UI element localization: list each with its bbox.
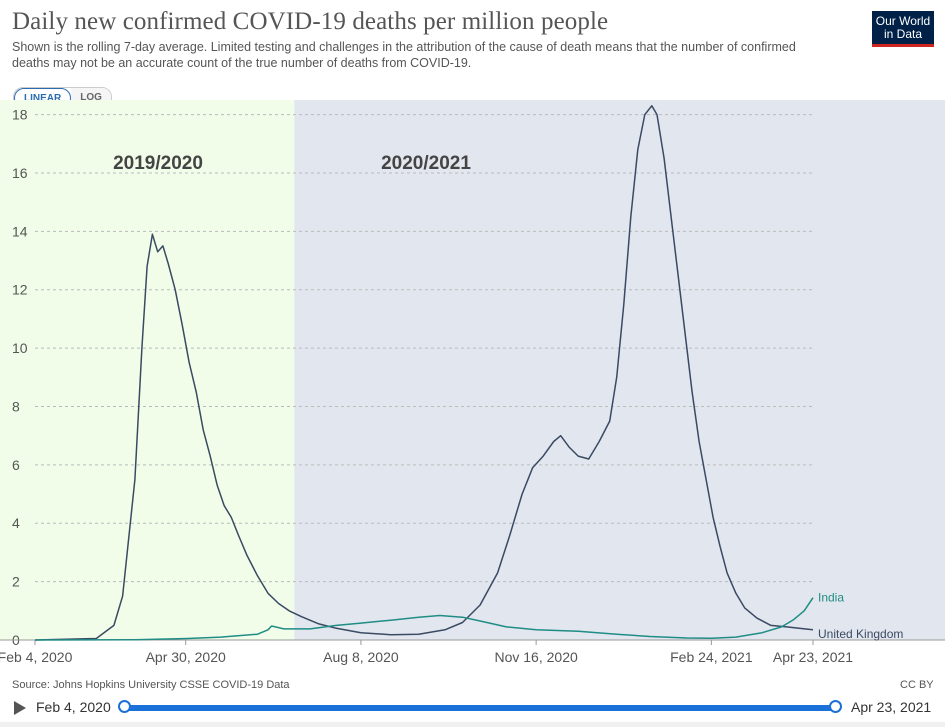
y-tick-label: 8 xyxy=(12,398,20,414)
timeline-start-handle[interactable] xyxy=(118,700,131,713)
x-tick-label: Nov 16, 2020 xyxy=(494,649,577,665)
logo-line-2: in Data xyxy=(883,27,923,41)
bottom-strip xyxy=(0,722,945,727)
y-tick-label: 18 xyxy=(12,107,28,123)
annotation-2019-2020: 2019/2020 xyxy=(113,153,203,174)
timeline-track[interactable] xyxy=(124,705,836,711)
owid-logo[interactable]: Our World in Data xyxy=(872,11,934,47)
timeline-start-label: Feb 4, 2020 xyxy=(36,699,111,715)
x-tick-label: Aug 8, 2020 xyxy=(323,649,399,665)
annotation-2020-2021: 2020/2021 xyxy=(381,153,471,174)
series-label-india: India xyxy=(818,591,844,605)
x-tick-label: Apr 23, 2021 xyxy=(773,649,853,665)
season-band-2020-2021 xyxy=(294,100,945,640)
license-label[interactable]: CC BY xyxy=(900,679,934,691)
y-tick-label: 4 xyxy=(12,515,20,531)
play-icon[interactable] xyxy=(14,701,26,715)
x-tick-label: Apr 30, 2020 xyxy=(146,649,226,665)
timeline-end-handle[interactable] xyxy=(829,700,842,713)
season-band-2019-2020 xyxy=(0,100,295,640)
y-tick-label: 12 xyxy=(12,282,28,298)
series-line-india xyxy=(34,597,814,641)
chart-subtitle: Shown is the rolling 7-day average. Limi… xyxy=(12,40,796,70)
timeline-end-label: Apr 23, 2021 xyxy=(851,699,932,715)
chart-title: Daily new confirmed COVID-19 deaths per … xyxy=(12,8,609,35)
series-label-united-kingdom: United Kingdom xyxy=(818,627,903,641)
timeline-slider: Feb 4, 2020 Apr 23, 2021 xyxy=(0,696,945,720)
logo-line-1: Our World xyxy=(875,14,931,28)
y-tick-label: 2 xyxy=(12,574,20,590)
y-tick-label: 6 xyxy=(12,457,20,473)
y-tick-label: 14 xyxy=(12,223,28,239)
source-note[interactable]: Source: Johns Hopkins University CSSE CO… xyxy=(12,679,290,691)
y-tick-label: 16 xyxy=(12,165,28,181)
y-tick-label: 10 xyxy=(12,340,28,356)
x-tick-label: Feb 24, 2021 xyxy=(670,649,753,665)
x-tick-label: Feb 4, 2020 xyxy=(0,649,73,665)
series-line-united-kingdom xyxy=(34,105,814,641)
